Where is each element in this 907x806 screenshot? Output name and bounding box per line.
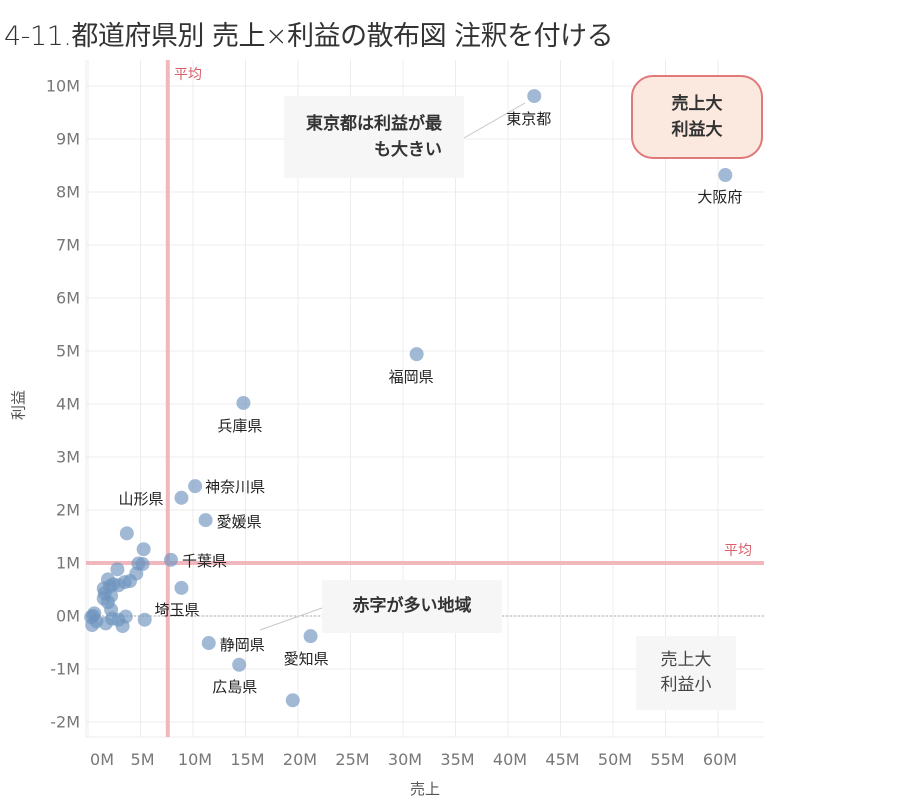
x-tick-label: 5M: [130, 750, 155, 769]
data-point[interactable]: [198, 513, 213, 528]
x-tick-label: 30M: [387, 750, 423, 769]
reference-lines: [86, 60, 764, 737]
x-tick-label: 60M: [702, 750, 738, 769]
annotation-high-high-line1: 売上大: [671, 93, 723, 114]
x-tick-label: 15M: [230, 750, 265, 769]
x-tick-label: 45M: [545, 750, 580, 769]
x-tick-label: 10M: [177, 750, 213, 769]
data-point[interactable]: [110, 562, 125, 577]
average-label-horizontal: 平均: [724, 543, 752, 559]
x-tick-label: 25M: [335, 750, 370, 769]
annotation-deficit-region: 赤字が多い地域: [322, 580, 502, 633]
annotation-tokyo: 東京都は利益が最 も大きい: [284, 96, 464, 178]
annotation-tokyo-line2: も大きい: [374, 140, 442, 160]
y-tick-label: 3M: [56, 447, 80, 467]
data-point[interactable]: [163, 552, 178, 567]
point-label: 静岡県: [219, 636, 265, 655]
y-axis-label: 利益: [9, 389, 28, 421]
annotation-high-high-line2: 利益大: [671, 120, 723, 140]
annotation-high-sales-high-profit: 売上大 利益大: [631, 75, 763, 159]
data-point[interactable]: [174, 580, 189, 595]
annotation-high-low-line1: 売上大: [660, 649, 712, 670]
annotation-high-low-line2: 利益小: [660, 675, 712, 695]
data-point[interactable]: [236, 395, 251, 410]
y-tick-label: 10M: [45, 76, 80, 96]
data-point[interactable]: [409, 347, 424, 362]
data-point[interactable]: [119, 526, 134, 541]
x-tick-label: 55M: [650, 750, 685, 769]
y-tick-label: 4M: [56, 394, 80, 414]
point-label: 山形県: [118, 489, 164, 508]
data-point[interactable]: [115, 619, 130, 634]
y-tick-label: 6M: [56, 288, 80, 308]
data-point[interactable]: [188, 479, 203, 494]
annotation-tokyo-line1: 東京都は利益が最: [306, 113, 442, 134]
x-axis-label: 売上: [409, 780, 441, 798]
annotation-deficit-text: 赤字が多い地域: [352, 596, 472, 617]
y-tick-label: 7M: [56, 235, 80, 255]
point-label: 愛知県: [283, 650, 329, 669]
data-point[interactable]: [303, 629, 318, 644]
data-points: [84, 89, 733, 708]
y-tick-label: 8M: [56, 182, 80, 202]
data-point[interactable]: [174, 490, 189, 505]
y-tick-label: -1M: [50, 659, 80, 679]
y-tick-label: 2M: [56, 500, 80, 520]
data-point[interactable]: [137, 612, 152, 627]
x-tick-label: 35M: [440, 750, 475, 769]
data-point[interactable]: [232, 657, 247, 672]
annotation-connectors: [259, 102, 526, 631]
point-label: 神奈川県: [205, 478, 266, 497]
x-tick-label: 20M: [282, 750, 318, 769]
chart-title: 4-11.都道府県別 売上×利益の散布図 注釈を付ける: [4, 21, 614, 52]
data-point[interactable]: [136, 542, 151, 557]
point-label: 広島県: [212, 677, 258, 696]
y-tick-label: 0M: [56, 606, 80, 626]
point-label: 愛媛県: [216, 513, 262, 532]
data-point[interactable]: [718, 168, 733, 183]
y-tick-label: -2M: [50, 712, 80, 732]
annotation-high-sales-low-profit: 売上大 利益小: [636, 636, 736, 710]
y-tick-label: 1M: [56, 553, 80, 573]
y-tick-label: 5M: [56, 341, 80, 361]
point-label: 東京都: [506, 110, 552, 129]
point-label: 大阪府: [697, 188, 743, 207]
point-label: 兵庫県: [217, 416, 263, 435]
y-tick-label: 9M: [56, 129, 80, 149]
data-point[interactable]: [201, 636, 216, 651]
data-point[interactable]: [527, 89, 542, 104]
point-label: 福岡県: [388, 368, 434, 387]
point-label: 埼玉県: [154, 600, 200, 619]
data-point[interactable]: [85, 618, 100, 633]
point-label: 千葉県: [181, 551, 227, 570]
data-point[interactable]: [98, 616, 113, 631]
x-tick-label: 50M: [597, 750, 633, 769]
data-point[interactable]: [285, 693, 300, 708]
average-label-vertical: 平均: [174, 67, 202, 83]
x-tick-label: 40M: [492, 750, 528, 769]
x-tick-label: 0M: [90, 750, 114, 769]
